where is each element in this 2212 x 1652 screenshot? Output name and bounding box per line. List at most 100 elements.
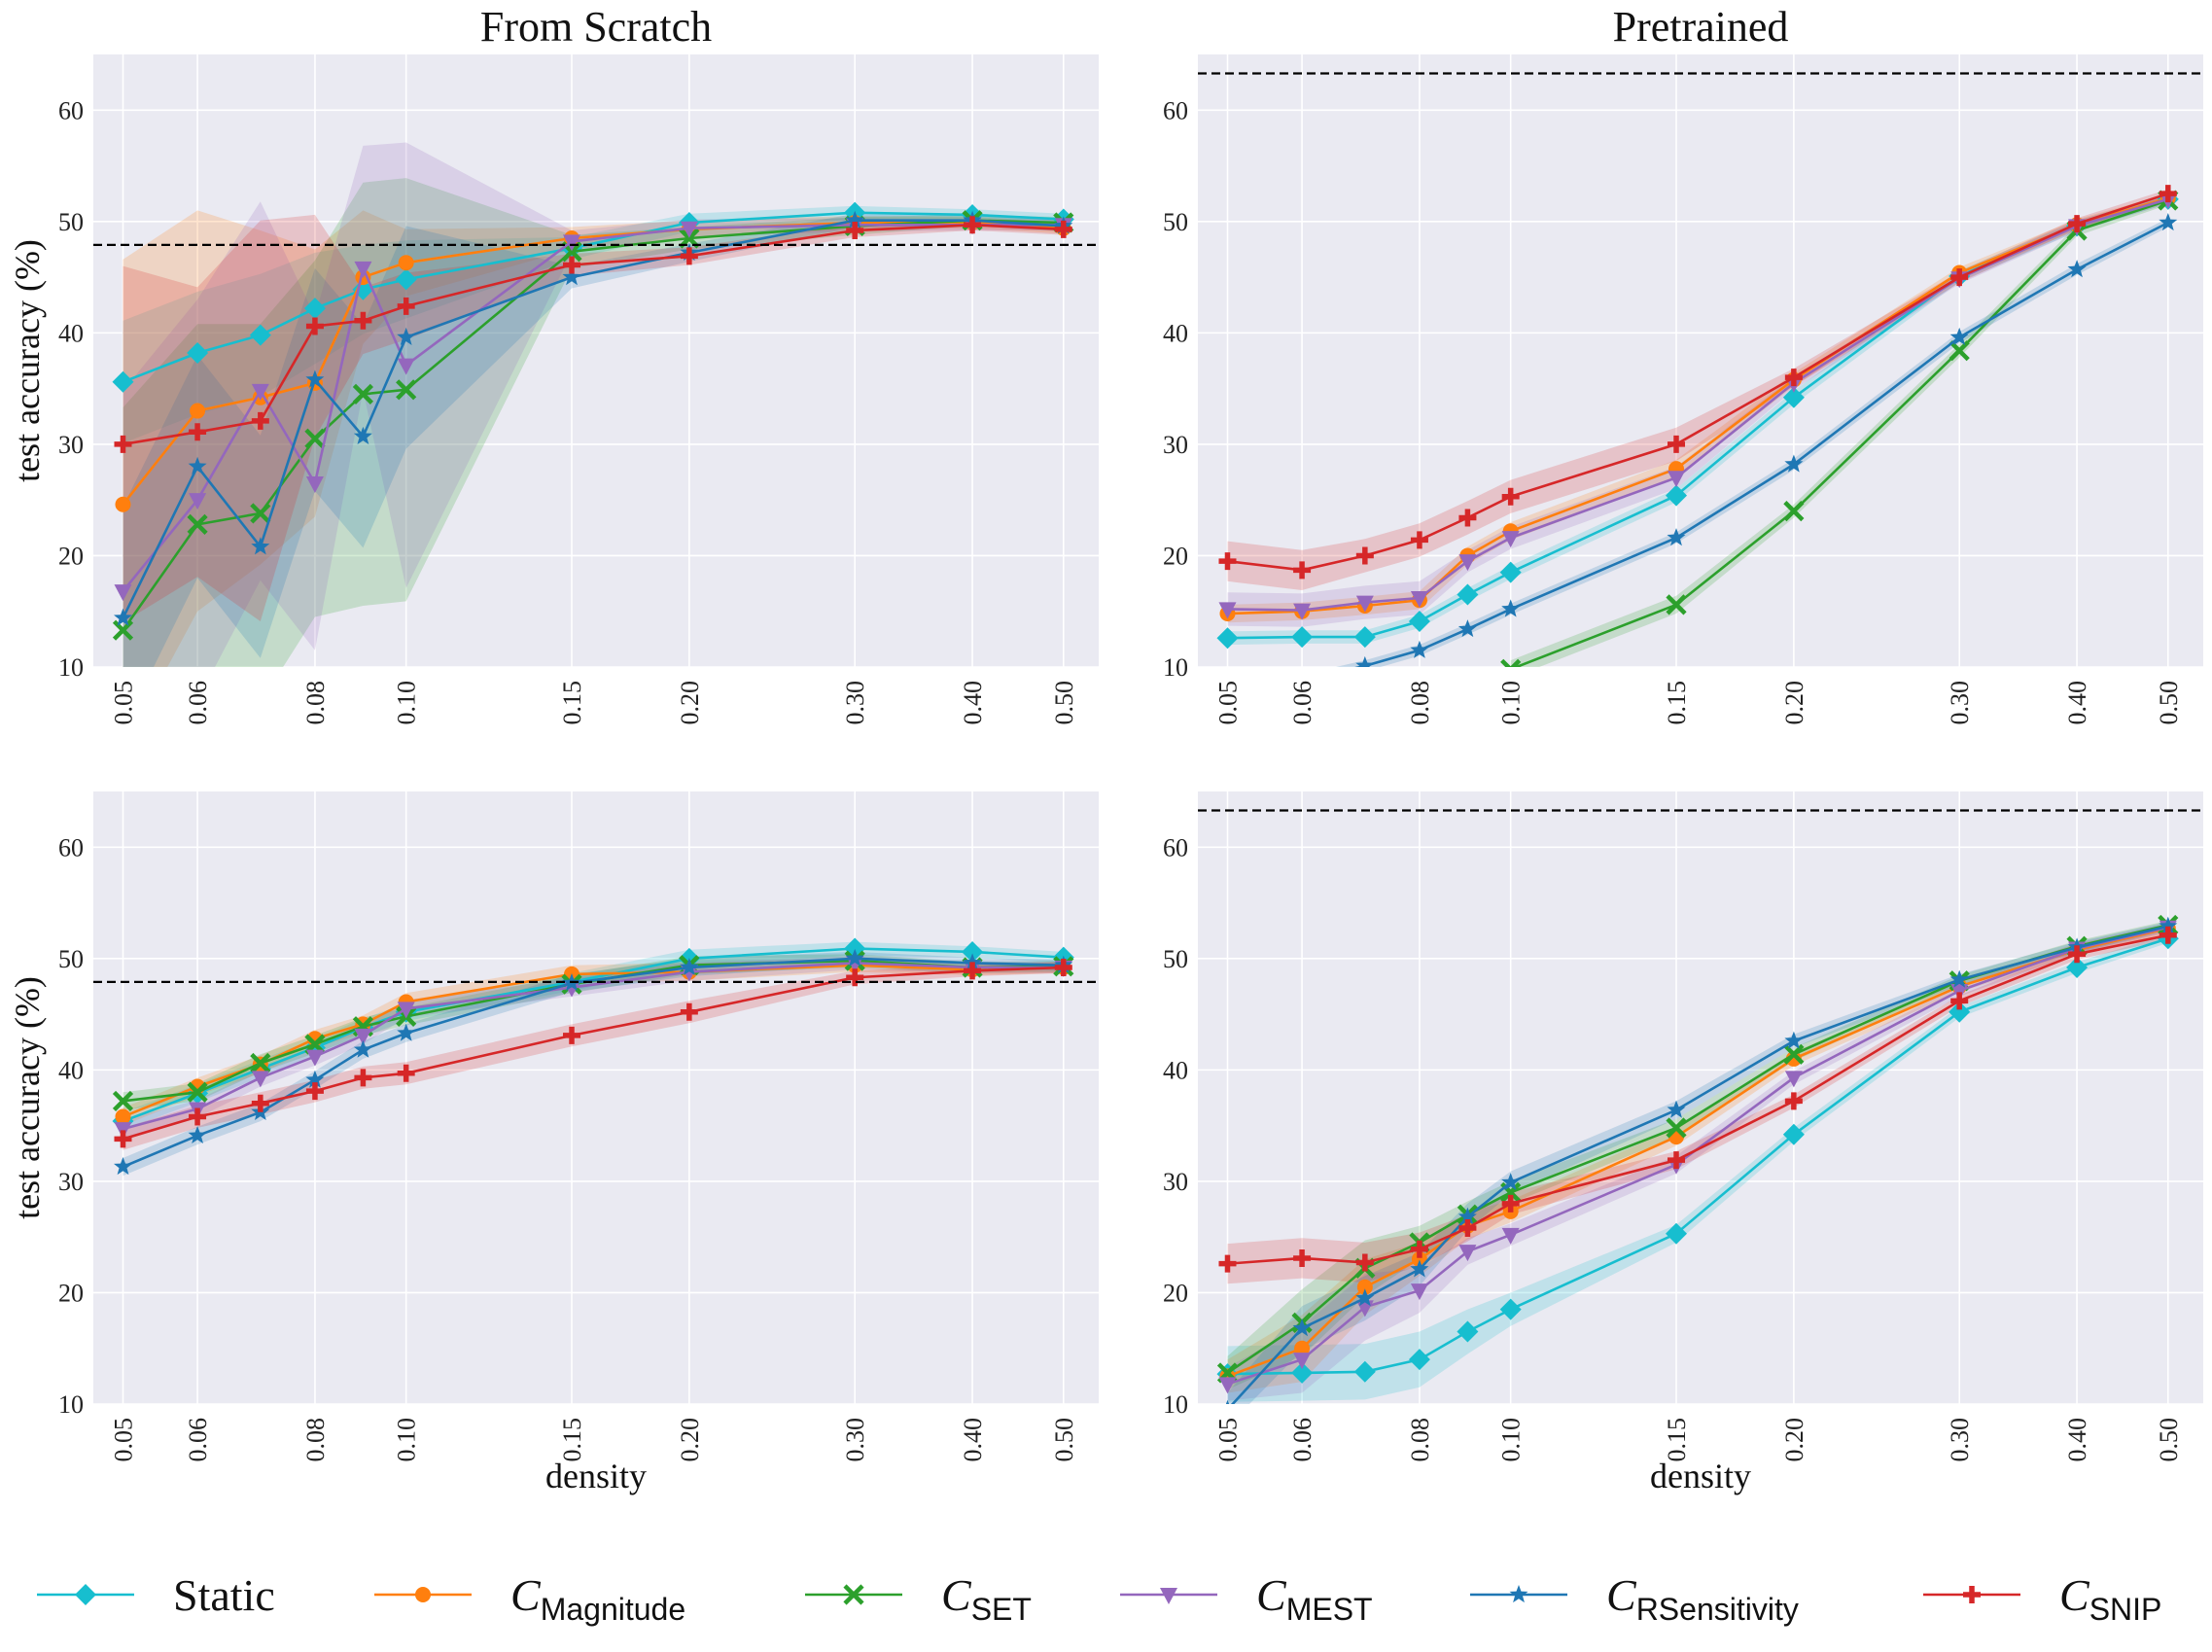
point-RSensitivity	[2159, 916, 2178, 934]
point-MEST	[1218, 602, 1237, 619]
point-Magnitude	[1785, 1050, 1802, 1067]
x-tick-label: 0.30	[1946, 1418, 1974, 1462]
point-RSensitivity	[1457, 1207, 1477, 1225]
point-SET	[396, 379, 417, 401]
point-RSensitivity	[845, 210, 864, 228]
x-tick-label: 0.15	[1663, 681, 1691, 725]
point-MEST	[846, 956, 864, 973]
point-RSensitivity	[353, 426, 372, 444]
point-MEST	[397, 1002, 415, 1019]
point-SNIP	[1668, 435, 1686, 453]
y-tick-label: 10	[58, 1390, 84, 1419]
point-MEST	[1410, 590, 1428, 608]
point-SNIP	[189, 1107, 207, 1126]
point-SNIP	[2159, 185, 2177, 203]
point-MEST	[563, 234, 581, 252]
point-RSensitivity	[1355, 655, 1375, 667]
legend-marker-MEST	[1160, 1588, 1177, 1604]
plot-area	[1198, 54, 2203, 667]
legend: Static CMagnitude CSET CMEST CRSensitivity CS…	[37, 1570, 2161, 1627]
point-MEST	[1784, 1071, 1803, 1088]
point-Static	[1499, 561, 1522, 583]
point-SET	[187, 1081, 208, 1103]
y-tick-label: 20	[58, 1279, 84, 1307]
point-SNIP	[251, 411, 269, 430]
point-SNIP	[2068, 945, 2087, 964]
point-RSensitivity	[1410, 640, 1429, 658]
point-MEST	[1218, 1377, 1237, 1394]
point-RSensitivity	[1667, 1100, 1686, 1118]
y-tick-label: 30	[58, 431, 84, 459]
x-tick-label: 0.10	[1497, 681, 1526, 725]
point-RSensitivity	[305, 369, 325, 388]
legend-label-sub: Magnitude	[541, 1592, 685, 1627]
point-SNIP	[846, 221, 864, 239]
legend-marker-Static	[75, 1584, 96, 1605]
y-tick-label: 50	[58, 208, 84, 236]
point-RSensitivity	[1501, 1173, 1521, 1191]
point-Magnitude	[190, 403, 206, 419]
x-tick-label: 0.08	[301, 1418, 330, 1462]
point-SNIP	[1218, 552, 1237, 571]
line-SET	[1513, 198, 2169, 667]
legend-entry-SNIP: CSNIP	[1923, 1570, 2161, 1627]
point-SNIP	[1293, 1248, 1312, 1267]
point-Static	[1949, 1001, 1971, 1023]
legend-label-sub: SET	[971, 1592, 1032, 1627]
series-group	[1216, 185, 2179, 667]
legend-label: CRSensitivity	[1606, 1570, 1799, 1627]
point-MEST	[1410, 1283, 1428, 1301]
point-SNIP	[397, 297, 415, 315]
legend-entry-RSensitivity: CRSensitivity	[1470, 1570, 1799, 1627]
point-SNIP	[305, 317, 324, 335]
point-Static	[112, 370, 134, 393]
y-tick-label: 30	[58, 1168, 84, 1196]
x-tick-label: 0.50	[2155, 681, 2183, 725]
point-SNIP	[1054, 958, 1072, 976]
legend-entry-Magnitude: CMagnitude	[374, 1570, 685, 1627]
x-tick-label: 0.10	[1497, 1418, 1526, 1462]
legend-label-main: C	[1256, 1570, 1287, 1620]
point-RSensitivity	[1292, 1318, 1312, 1337]
x-tick-label: 0.15	[558, 1418, 586, 1462]
x-tick-label: 0.20	[1780, 1418, 1808, 1462]
point-SET	[1666, 1117, 1687, 1139]
legend-marker-RSensitivity	[1509, 1585, 1528, 1603]
point-RSensitivity	[1949, 969, 1969, 988]
x-axis-label: density	[545, 1457, 647, 1495]
point-MEST	[1501, 531, 1520, 548]
point-RSensitivity	[2067, 260, 2087, 278]
point-MEST	[114, 584, 132, 602]
legend-label-main: C	[2059, 1570, 2090, 1620]
legend-entry-Static: Static	[37, 1570, 275, 1620]
point-SNIP	[354, 311, 372, 330]
point-SET	[1666, 594, 1687, 615]
point-SNIP	[114, 1130, 132, 1148]
point-SNIP	[1668, 1151, 1686, 1170]
panel-top-right: 10 20 30 40 50 60 0.05 0.06 0.08 0.10 0.15 0.20 0.30…	[1163, 3, 2203, 725]
y-tick-label: 40	[58, 319, 84, 347]
point-RSensitivity	[1410, 1259, 1429, 1278]
x-tick-label: 0.20	[1780, 681, 1808, 725]
x-tick-label: 0.20	[676, 681, 704, 725]
x-tick-label: 0.30	[1946, 681, 1974, 725]
point-SNIP	[563, 256, 581, 274]
point-RSensitivity	[1355, 1288, 1375, 1307]
point-SNIP	[680, 247, 698, 265]
point-Static	[187, 341, 209, 364]
legend-label-sub: MEST	[1286, 1592, 1373, 1627]
legend-marker-SET	[843, 1584, 864, 1605]
band-Static	[1227, 933, 2168, 1402]
point-SET	[112, 619, 134, 641]
point-SET	[112, 1090, 134, 1112]
point-MEST	[251, 383, 269, 401]
x-tick-label: 0.06	[1288, 1418, 1317, 1462]
legend-label-main: C	[941, 1570, 972, 1620]
point-SNIP	[1410, 1240, 1428, 1258]
y-axis-label: test accuracy (%)	[8, 976, 47, 1219]
point-SET	[250, 503, 271, 524]
point-Magnitude	[1356, 1279, 1373, 1295]
point-RSensitivity	[397, 1023, 416, 1041]
point-Static	[1666, 484, 1688, 507]
x-tick-label: 0.05	[1213, 681, 1242, 725]
